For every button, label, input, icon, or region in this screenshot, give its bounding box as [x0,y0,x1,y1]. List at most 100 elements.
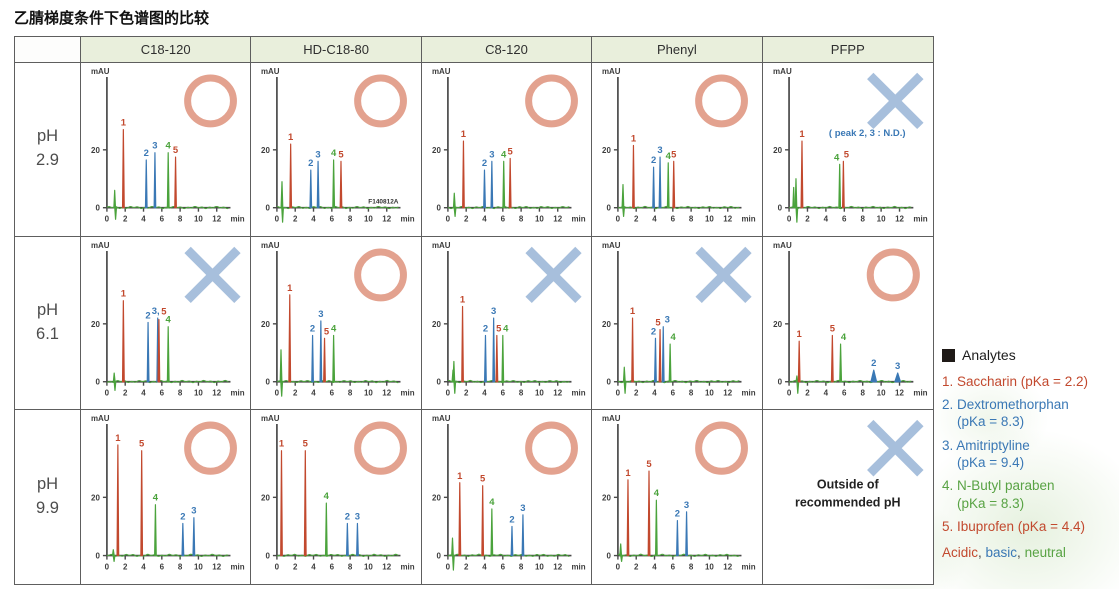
svg-text:4: 4 [652,388,657,397]
fail-cross-icon [525,246,582,303]
svg-text:6: 6 [671,388,676,397]
svg-text:12: 12 [383,215,392,224]
header-blank-cell [15,37,81,63]
comparison-table: C18-120 HD-C18-80 C8-120 Phenyl PFPP pH … [14,36,934,585]
svg-text:10: 10 [705,563,714,572]
legend-item-ibuprofen: 5. Ibuprofen (pKa = 4.4) [942,518,1085,534]
svg-text:10: 10 [364,215,373,224]
svg-text:4: 4 [841,332,847,343]
chromatogram-hd-c18-80-ph-6-1: mAU 0 20 0 2 4 6 8 10 12 min 1 2 3 5 4 [251,236,422,411]
svg-text:2: 2 [675,509,680,520]
pass-circle-icon [184,421,237,476]
svg-text:min: min [742,388,756,397]
svg-text:8: 8 [178,563,183,572]
svg-text:2: 2 [871,358,876,369]
svg-text:2: 2 [309,158,314,169]
svg-text:3: 3 [665,314,670,325]
svg-text:mAU: mAU [602,414,621,423]
svg-text:4: 4 [312,388,317,397]
svg-text:1: 1 [288,283,293,294]
svg-text:min: min [571,388,585,397]
svg-text:8: 8 [348,563,353,572]
svg-text:5: 5 [671,149,676,160]
svg-text:10: 10 [364,388,373,397]
svg-text:6: 6 [500,215,505,224]
svg-text:8: 8 [860,388,865,397]
svg-text:5: 5 [496,323,501,334]
svg-text:0: 0 [105,215,110,224]
svg-text:min: min [571,215,585,224]
svg-text:min: min [230,563,244,572]
svg-text:0: 0 [777,377,782,386]
svg-text:2: 2 [482,158,487,169]
chromatogram-c18-120-ph-6-1: mAU 0 20 0 2 4 6 8 10 12 min 1 2 3, 5 4 [81,236,252,411]
pass-circle-icon [354,74,408,128]
svg-text:mAU: mAU [261,67,280,76]
svg-text:4: 4 [482,388,487,397]
svg-text:12: 12 [723,563,732,572]
svg-text:6: 6 [671,215,676,224]
svg-text:0: 0 [777,204,782,213]
svg-text:4: 4 [141,388,146,397]
svg-text:5: 5 [507,147,512,158]
svg-text:4: 4 [654,489,660,500]
fail-cross-icon [695,246,752,303]
svg-text:2: 2 [634,563,639,572]
svg-text:mAU: mAU [602,67,621,76]
svg-text:5: 5 [303,439,309,450]
svg-text:2: 2 [483,323,488,334]
pass-circle-icon [354,421,408,476]
svg-text:2: 2 [634,388,639,397]
svg-text:20: 20 [602,494,611,503]
svg-text:2: 2 [180,512,185,523]
svg-text:0: 0 [607,552,612,561]
svg-text:20: 20 [261,146,270,155]
svg-text:1: 1 [279,439,285,450]
svg-text:2: 2 [345,512,350,523]
svg-text:1: 1 [457,471,463,482]
svg-text:mAU: mAU [432,67,451,76]
svg-text:6: 6 [160,215,165,224]
cell-pfpp-ph-9-9-outside: Outside of recommended pH [762,410,933,584]
pass-circle-icon [524,74,578,128]
svg-text:mAU: mAU [432,241,451,250]
fail-cross-icon [184,246,241,303]
svg-text:3: 3 [152,141,157,152]
svg-text:12: 12 [553,388,562,397]
svg-text:3: 3 [316,149,321,160]
chromatogram-phenyl-ph-2-9: mAU 0 20 0 2 4 6 8 10 12 min 1 2 3 4 5 [592,63,763,237]
svg-text:2: 2 [293,215,298,224]
svg-text:2: 2 [805,388,810,397]
svg-text:4: 4 [666,151,672,162]
svg-text:6: 6 [330,563,335,572]
svg-text:mAU: mAU [91,414,110,423]
svg-text:6: 6 [160,563,165,572]
svg-text:8: 8 [689,388,694,397]
svg-text:0: 0 [275,563,280,572]
svg-text:mAU: mAU [261,414,280,423]
svg-text:4: 4 [834,152,840,163]
svg-text:3: 3 [684,500,689,511]
svg-text:1: 1 [799,129,805,140]
svg-text:1: 1 [121,288,126,299]
svg-text:0: 0 [95,552,100,561]
svg-text:1: 1 [121,118,126,129]
svg-text:min: min [401,388,415,397]
svg-text:10: 10 [194,215,203,224]
svg-text:8: 8 [689,215,694,224]
svg-text:4: 4 [823,215,828,224]
svg-text:mAU: mAU [432,414,451,423]
svg-text:2: 2 [144,148,149,159]
svg-text:2: 2 [464,215,469,224]
svg-text:0: 0 [786,215,791,224]
svg-text:mAU: mAU [773,67,792,76]
svg-text:min: min [742,215,756,224]
chromatogram-hd-c18-80-ph-9-9: mAU 0 20 0 2 4 6 8 10 12 min 1 5 4 2 3 [251,410,422,584]
svg-text:5: 5 [829,323,835,334]
svg-text:2: 2 [123,388,128,397]
svg-text:min: min [742,563,756,572]
